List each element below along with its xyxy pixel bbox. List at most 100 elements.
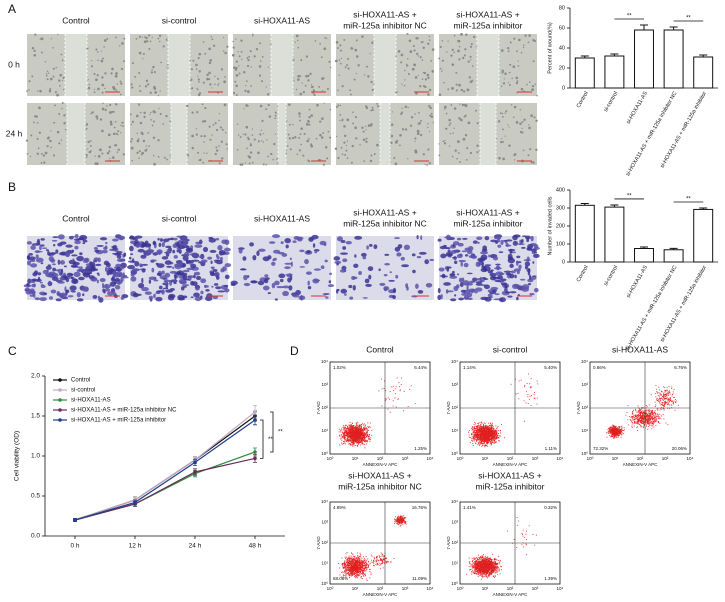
cell	[114, 74, 118, 78]
cell	[182, 269, 190, 273]
cell	[500, 282, 508, 286]
cell	[258, 65, 262, 68]
bar	[604, 55, 625, 89]
event-dot	[486, 430, 487, 432]
event-dot	[347, 441, 349, 443]
cell	[130, 123, 133, 126]
cell	[239, 136, 242, 138]
event-dot	[493, 426, 495, 428]
event-dot	[347, 430, 349, 432]
event-dot	[367, 437, 369, 439]
cell	[342, 246, 347, 250]
cell	[54, 269, 60, 272]
event-dot	[395, 386, 397, 388]
cell	[101, 83, 105, 87]
cell	[36, 137, 39, 140]
event-dot	[353, 428, 354, 430]
cell	[197, 75, 199, 77]
cell	[155, 291, 161, 295]
cell	[532, 275, 537, 277]
event-dot	[490, 443, 492, 445]
event-dot	[495, 441, 497, 443]
cell	[53, 121, 56, 124]
cell	[407, 72, 410, 75]
cell	[210, 260, 213, 265]
cell	[470, 43, 473, 46]
cell	[174, 274, 177, 280]
event-dot	[360, 428, 362, 430]
cell	[106, 37, 109, 40]
cell	[91, 111, 94, 114]
event-dot	[495, 434, 496, 436]
cell	[96, 244, 104, 247]
cell	[366, 245, 369, 250]
cell	[307, 74, 310, 78]
event-dot	[361, 437, 363, 439]
cell	[494, 293, 500, 296]
cell	[206, 73, 209, 77]
event-dot	[485, 433, 487, 435]
micrograph	[333, 234, 435, 300]
event-dot	[357, 440, 359, 442]
y-tick-label: 20	[559, 65, 565, 71]
significance-label: **	[686, 16, 691, 22]
cell	[214, 75, 216, 78]
cell	[206, 152, 208, 155]
cell	[423, 71, 427, 75]
event-dot	[494, 439, 496, 440]
cell	[141, 286, 149, 292]
event-dot	[486, 426, 488, 428]
event-dot	[347, 436, 349, 438]
cell	[298, 115, 301, 118]
event-dot	[353, 431, 355, 433]
cell	[404, 128, 408, 131]
event-dot	[482, 437, 484, 439]
event-dot	[353, 443, 355, 445]
y-axis-label: 7-AAD	[316, 401, 321, 415]
cell	[483, 284, 490, 290]
event-dot	[348, 427, 350, 429]
cell	[43, 161, 46, 164]
cell	[130, 240, 136, 245]
cell	[182, 239, 188, 243]
event-dot	[362, 422, 364, 424]
cell	[504, 72, 507, 75]
cell	[69, 235, 76, 238]
cell	[104, 108, 107, 112]
event-dot	[483, 433, 485, 435]
cell	[514, 274, 517, 279]
event-dot	[355, 431, 356, 433]
event-dot	[473, 436, 475, 438]
cell	[195, 63, 198, 67]
cell	[247, 138, 250, 141]
cell	[446, 266, 452, 269]
y-tick-label: 10¹	[451, 428, 458, 433]
cell	[340, 146, 343, 149]
cell	[498, 251, 504, 254]
cell	[146, 40, 149, 43]
cell	[376, 102, 378, 105]
cell	[253, 138, 256, 141]
cell	[439, 275, 447, 277]
event-dot	[478, 429, 480, 431]
cell	[82, 239, 88, 243]
cell	[267, 292, 272, 295]
event-dot	[527, 396, 529, 398]
cell	[189, 78, 193, 81]
cell	[364, 278, 370, 284]
cell	[371, 106, 374, 109]
cell	[501, 112, 504, 115]
event-dot	[530, 386, 532, 388]
cell	[363, 74, 366, 76]
cell	[52, 236, 59, 239]
cell	[243, 108, 245, 110]
cell	[327, 130, 330, 133]
cell	[157, 95, 160, 97]
cell	[33, 115, 36, 118]
event-dot	[621, 430, 623, 432]
event-dot	[347, 428, 349, 430]
cell	[449, 273, 456, 276]
cell	[62, 88, 65, 91]
point	[193, 470, 197, 474]
event-dot	[479, 429, 481, 430]
